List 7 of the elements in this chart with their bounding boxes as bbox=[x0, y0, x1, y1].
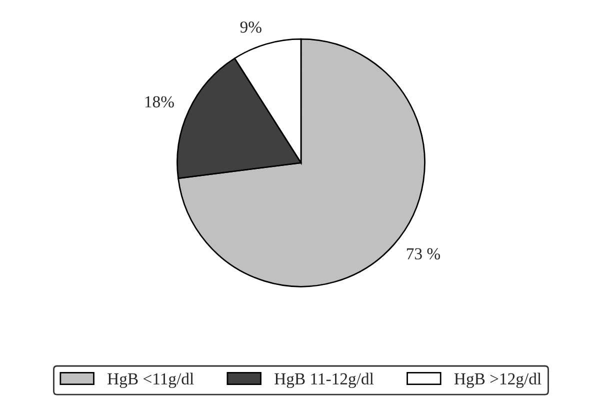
data-label: 73 % bbox=[406, 248, 440, 260]
legend-label: HgB >12g/dl bbox=[454, 372, 542, 388]
data-label: 9% bbox=[240, 21, 262, 33]
pie-slice bbox=[178, 38, 426, 288]
data-label: 18% bbox=[145, 96, 174, 108]
legend-label: HgB <11g/dl bbox=[108, 372, 194, 388]
legend-label: HgB 11-12g/dl bbox=[274, 372, 374, 388]
